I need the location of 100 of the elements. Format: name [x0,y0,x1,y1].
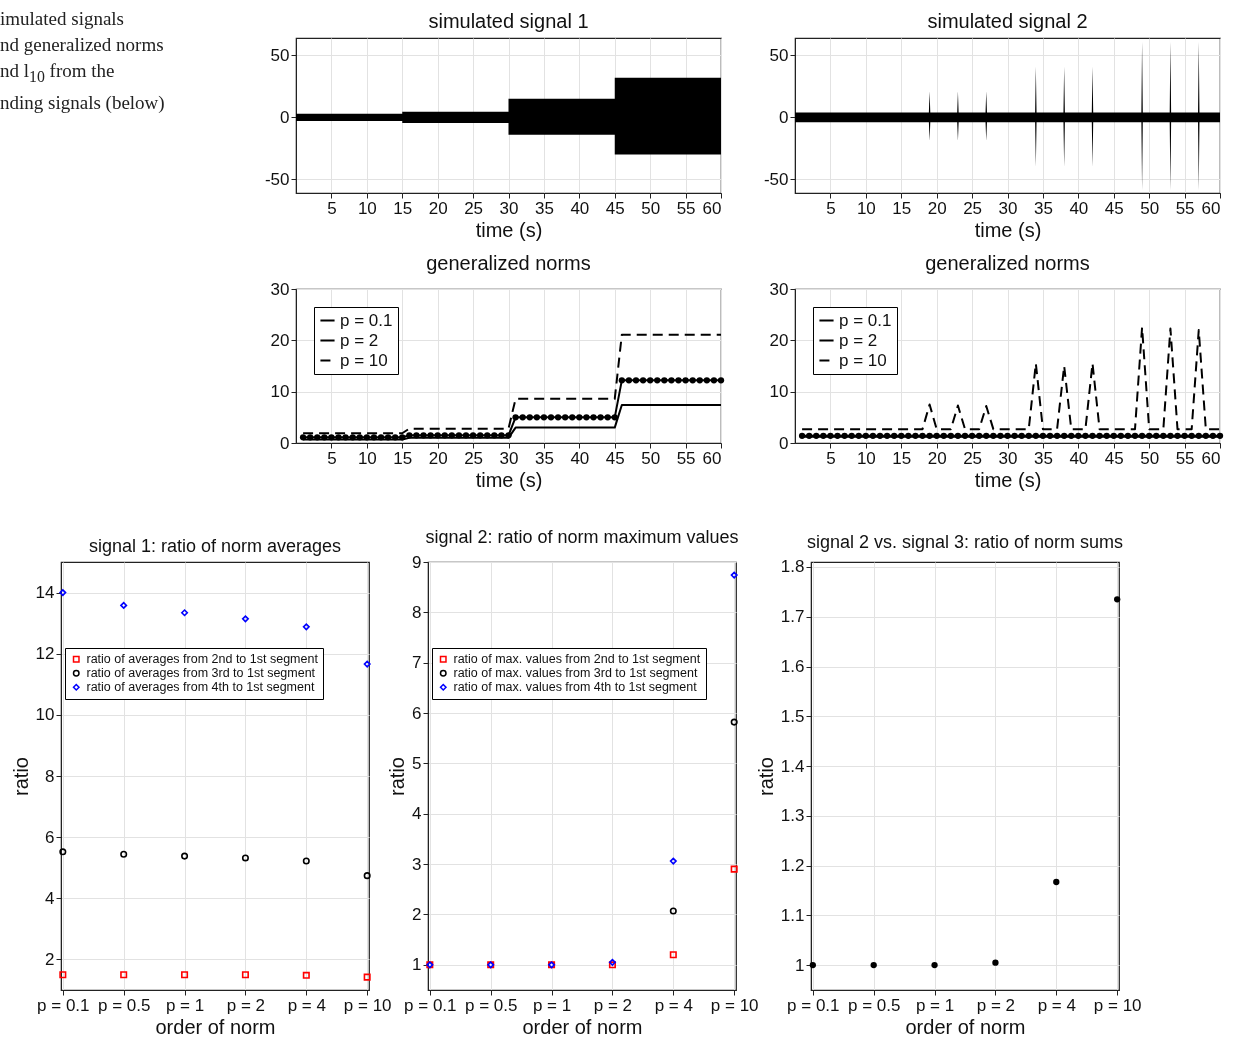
point [669,907,677,915]
y-axis-title: ratio [9,757,32,796]
legend-label: p = 0.1 [340,310,393,330]
y-tick-label: 2 [412,904,422,924]
point [462,432,470,439]
x-tick-label: 5 [327,198,337,218]
chart-title: simulated signal 1 [428,10,589,32]
y-tick-label: 10 [35,705,55,725]
legend-label: ratio of averages from 3rd to 1st segment [86,666,316,681]
point [540,414,548,421]
point [328,434,335,441]
y-tick-label: 1.3 [780,806,805,826]
legend-label: p = 10 [839,350,887,370]
chart-title: generalized norms [925,252,1090,274]
text: nding signals (below) [0,91,165,113]
point [299,434,307,441]
x-tick-label: p = 1 [165,995,205,1015]
point [314,434,321,441]
x-tick-label: 20 [927,198,947,218]
point [363,973,371,981]
x-tick-label: 35 [1033,198,1053,218]
y-tick-label: 30 [270,279,290,299]
x-tick-label: 30 [998,198,1018,218]
point [618,377,625,384]
legend-label: ratio of averages from 2nd to 1st segment [86,652,319,667]
point [448,432,455,439]
point [647,377,654,384]
x-tick-label: p = 2 [593,995,633,1015]
x-axis-title: order of norm [905,1015,1026,1038]
y-tick-label: -50 [763,169,789,189]
x-tick-label: p = 2 [226,995,266,1015]
point [703,377,710,384]
point [682,377,689,384]
point [931,961,938,969]
x-tick-label: 55 [676,448,696,468]
point [1114,596,1121,603]
x-tick-label: 35 [1033,448,1053,468]
x-tick-label: 50 [641,198,661,218]
x-tick-label: 55 [676,198,696,218]
x-tick-label: p = 10 [710,995,759,1015]
point [455,432,463,439]
point [992,959,999,966]
x-tick-label: p = 1 [532,995,572,1015]
point [342,434,349,441]
x-axis-title: order of norm [155,1015,276,1038]
y-tick-label: 4 [412,804,422,824]
point [120,601,128,609]
point [441,432,448,439]
x-tick-label: 5 [826,198,836,218]
y-tick-label: 12 [35,644,55,664]
point [730,571,738,579]
point [519,414,526,421]
x-tick-label: 60 [1201,448,1221,468]
point [569,414,576,421]
x-tick-label: 40 [1069,198,1089,218]
chart-title: signal 1: ratio of norm averages [88,536,342,556]
y-tick-label: 10 [769,382,789,402]
y-tick-label: 8 [412,602,422,622]
point [181,971,189,979]
point [554,414,562,421]
x-tick-label: p = 1 [915,995,955,1015]
y-tick-label: 1.5 [780,706,805,726]
point [484,432,491,439]
point [399,434,406,441]
x-tick-label: 45 [605,448,625,468]
y-tick-label: 0 [280,433,290,453]
point [302,971,310,979]
text: imulated signals [0,8,125,29]
y-tick-label: 4 [45,888,55,908]
point [668,377,675,384]
text: nd l$_{10}$ from the [0,60,115,85]
x-tick-label: 10 [357,198,377,218]
point [363,660,371,668]
point [512,414,519,421]
legend-label: ratio of averages from 4th to 1st segment [86,680,315,695]
x-tick-label: p = 0.5 [847,995,901,1015]
point [611,414,618,421]
x-tick-label: 30 [998,448,1018,468]
x-tick-label: 15 [892,448,912,468]
point [307,434,314,441]
y-tick-label: 1.7 [780,607,805,627]
point [434,432,441,439]
point [181,852,189,860]
legend-label: p = 0.1 [839,310,892,330]
x-tick-label: p = 4 [1037,995,1076,1015]
x-tick-label: 30 [499,198,519,218]
point [689,377,696,384]
x-tick-label: 10 [357,448,377,468]
point [639,377,647,384]
point [661,377,668,384]
y-tick-label: 50 [769,45,789,65]
point [632,377,640,384]
x-tick-label: 25 [464,198,484,218]
point [59,848,67,856]
point [730,865,738,873]
x-tick-label: 45 [1104,448,1124,468]
point [526,414,533,421]
point [302,857,310,865]
point [370,434,378,441]
point [604,414,611,421]
